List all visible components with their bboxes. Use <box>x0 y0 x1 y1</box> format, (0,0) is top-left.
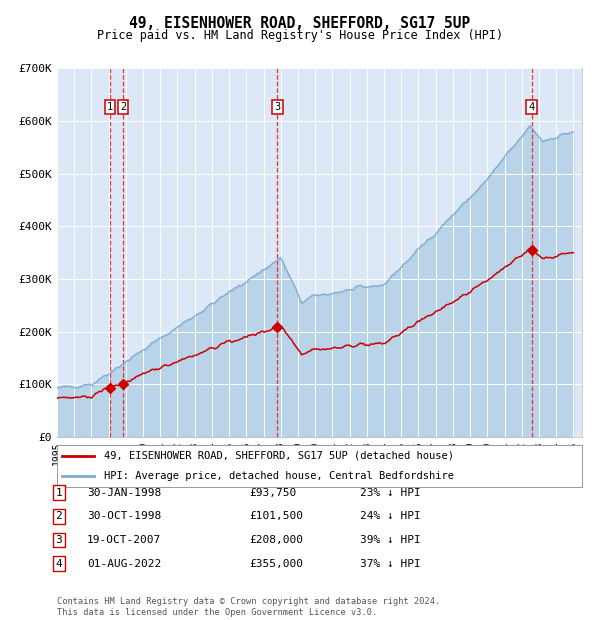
Text: 39% ↓ HPI: 39% ↓ HPI <box>360 535 421 545</box>
Text: 2: 2 <box>55 512 62 521</box>
Text: 4: 4 <box>529 102 535 112</box>
Text: 37% ↓ HPI: 37% ↓ HPI <box>360 559 421 569</box>
Text: £101,500: £101,500 <box>249 512 303 521</box>
Text: £93,750: £93,750 <box>249 488 296 498</box>
Text: £355,000: £355,000 <box>249 559 303 569</box>
Text: £208,000: £208,000 <box>249 535 303 545</box>
Text: 30-JAN-1998: 30-JAN-1998 <box>87 488 161 498</box>
Text: 3: 3 <box>55 535 62 545</box>
Text: 23% ↓ HPI: 23% ↓ HPI <box>360 488 421 498</box>
Text: 1: 1 <box>55 488 62 498</box>
Text: 1: 1 <box>107 102 113 112</box>
Text: 4: 4 <box>55 559 62 569</box>
Text: 2: 2 <box>120 102 126 112</box>
Text: 24% ↓ HPI: 24% ↓ HPI <box>360 512 421 521</box>
Text: 49, EISENHOWER ROAD, SHEFFORD, SG17 5UP (detached house): 49, EISENHOWER ROAD, SHEFFORD, SG17 5UP … <box>104 451 454 461</box>
Text: 30-OCT-1998: 30-OCT-1998 <box>87 512 161 521</box>
Text: 01-AUG-2022: 01-AUG-2022 <box>87 559 161 569</box>
Text: HPI: Average price, detached house, Central Bedfordshire: HPI: Average price, detached house, Cent… <box>104 471 454 481</box>
Text: 3: 3 <box>274 102 280 112</box>
Text: 49, EISENHOWER ROAD, SHEFFORD, SG17 5UP: 49, EISENHOWER ROAD, SHEFFORD, SG17 5UP <box>130 16 470 30</box>
Text: Price paid vs. HM Land Registry's House Price Index (HPI): Price paid vs. HM Land Registry's House … <box>97 29 503 42</box>
Text: Contains HM Land Registry data © Crown copyright and database right 2024.
This d: Contains HM Land Registry data © Crown c… <box>57 598 440 617</box>
Text: 19-OCT-2007: 19-OCT-2007 <box>87 535 161 545</box>
